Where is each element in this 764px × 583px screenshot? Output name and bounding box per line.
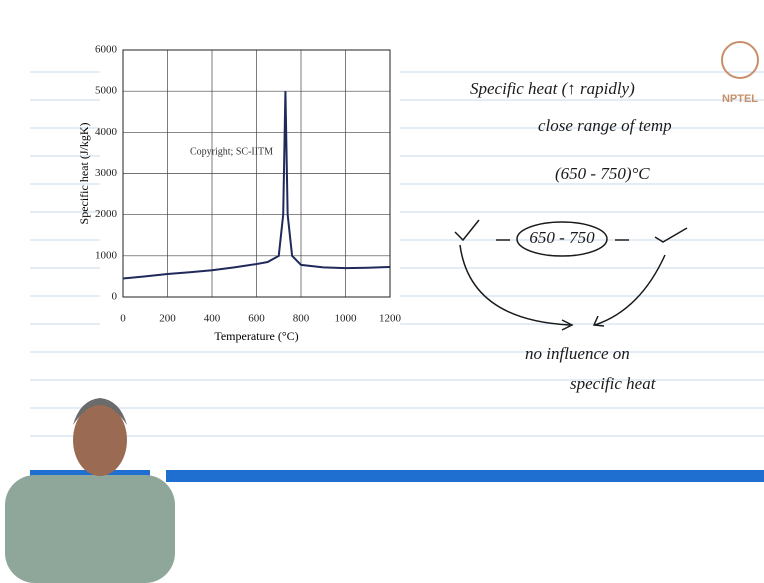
x-tick-label: 1200 [379,313,402,325]
x-tick-label: 0 [120,313,126,325]
annotation: Copyright; SC-IITM [190,146,273,157]
x-tick-label: 600 [248,313,265,325]
note: Specific heat (↑ rapidly) [470,79,635,98]
y-tick-label: 1000 [95,249,118,261]
slide: 0 200 400 600 800 1000 1200 0 1000 2000 3000 4000 50… [0,0,764,583]
note: specific heat [570,374,657,393]
y-tick-label: 5000 [95,85,118,97]
x-axis-label: Temperature (°C) [214,329,298,343]
chart-panel [100,40,400,350]
note: (650 - 750)°C [555,164,650,183]
x-tick-label: 200 [159,313,176,325]
note: no influence on [525,344,630,363]
y-tick-label: 3000 [95,167,118,179]
y-tick-label: 2000 [95,208,118,220]
x-tick-label: 1000 [335,313,358,325]
note: close range of temp [538,116,672,135]
y-tick-label: 4000 [95,126,118,138]
y-axis-label: Specific heat (J/kgK) [77,123,91,225]
logo: NPTEL [722,93,758,105]
y-tick-label: 0 [112,291,118,303]
x-tick-label: 800 [293,313,310,325]
y-tick-label: 6000 [95,44,118,56]
note: 650 - 750 [529,228,595,247]
x-tick-label: 400 [204,313,221,325]
